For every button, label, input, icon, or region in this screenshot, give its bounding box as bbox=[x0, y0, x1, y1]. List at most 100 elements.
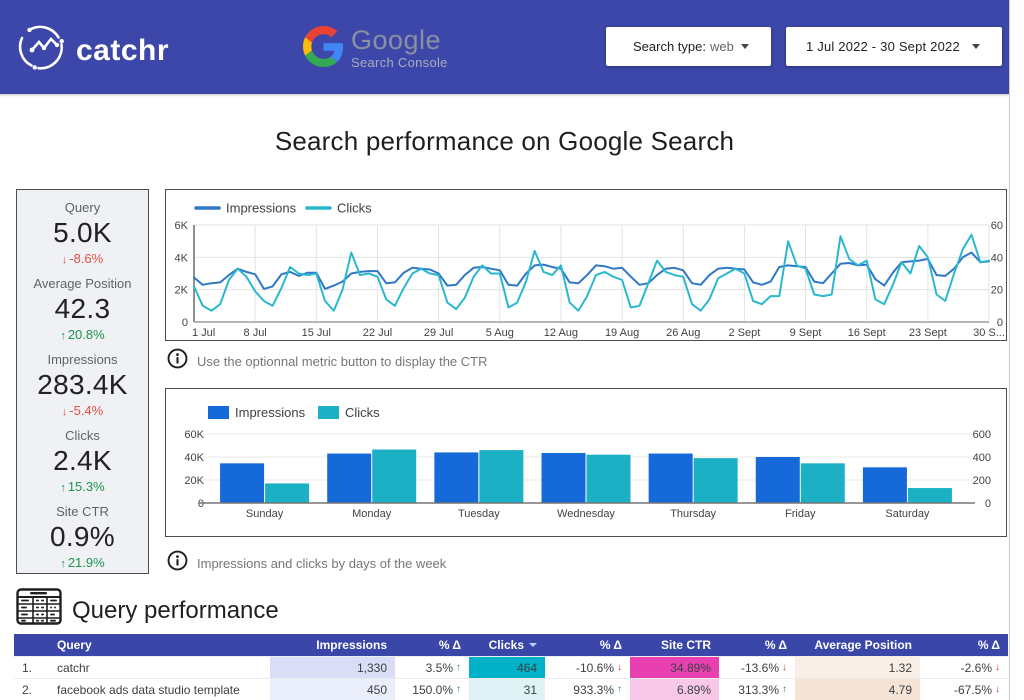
cell-value: -10.6% bbox=[575, 660, 614, 675]
cell-value: 450 bbox=[366, 682, 387, 697]
column-header--[interactable]: % Δ bbox=[719, 634, 795, 656]
page-title: Search performance on Google Search bbox=[274, 126, 735, 156]
row-index: 1. bbox=[22, 660, 33, 675]
trend-down-arrow-icon: ↓ bbox=[995, 662, 1000, 673]
search-type-dropdown[interactable]: Search type: web bbox=[606, 27, 771, 66]
query-cell: facebook ads data studio template bbox=[57, 682, 240, 697]
catchr-logo-icon bbox=[17, 24, 67, 77]
x-axis-category-label: Monday bbox=[352, 508, 392, 520]
x-axis-category-label: Saturday bbox=[885, 508, 930, 520]
y-axis-left-tick-label: 0 bbox=[182, 317, 188, 329]
weekday-bar-chart[interactable]: 0 0 20K 200 40K 400 60K 600 Sunday Monday Tuesday W… bbox=[166, 389, 1006, 536]
trend-down-arrow-icon: ↓ bbox=[617, 662, 622, 673]
x-axis-tick-label: 9 Sept bbox=[790, 327, 822, 339]
y-axis-left-tick-label: 40K bbox=[184, 452, 204, 464]
section-title: Query performance bbox=[72, 597, 279, 624]
bar-clicks-wednesday bbox=[586, 454, 631, 503]
cell-value: 3.5% bbox=[425, 660, 453, 675]
column-header-label: % Δ bbox=[764, 638, 787, 652]
x-axis-tick-label: 12 Aug bbox=[544, 327, 578, 339]
x-axis-tick-label: 30 S... bbox=[973, 327, 1005, 339]
bar-clicks-tuesday bbox=[479, 450, 524, 503]
x-axis-tick-label: 29 Jul bbox=[424, 327, 453, 339]
column-header-label: % Δ bbox=[599, 638, 622, 652]
legend-label: Clicks bbox=[345, 405, 380, 420]
trend-up-arrow-icon: ↑ bbox=[60, 482, 66, 494]
y-axis-right-tick-label: 200 bbox=[973, 475, 991, 487]
x-axis-tick-label: 26 Aug bbox=[666, 327, 700, 339]
metric-label: Average Position bbox=[33, 276, 132, 291]
trend-down-arrow-icon: ↓ bbox=[61, 254, 68, 266]
weekday-bar-chart-card[interactable]: 0 0 20K 200 40K 400 60K 600 Sunday Monday Tuesday W… bbox=[165, 388, 1007, 537]
column-header--[interactable]: % Δ bbox=[920, 634, 1008, 656]
metric-label: Query bbox=[64, 200, 101, 215]
column-header--[interactable]: % Δ bbox=[395, 634, 469, 656]
bar-clicks-friday bbox=[800, 463, 845, 503]
metric-value: 42.3 bbox=[54, 293, 111, 324]
line-chart-note: Use the optionnal metric button to displ… bbox=[167, 348, 487, 374]
table-icon bbox=[16, 588, 62, 630]
scorecard-average-position: Average Position 42.3 ↑ 20.8% bbox=[17, 268, 148, 344]
x-axis-tick-label: 16 Sept bbox=[848, 327, 886, 339]
table-row: 1. catchr 1,330 3.5% ↑ 464 -10.6% ↓ 34.89% -13.6%… bbox=[14, 656, 1008, 678]
bar-clicks-saturday bbox=[907, 488, 952, 503]
bar-chart-note: Impressions and clicks by days of the we… bbox=[167, 550, 446, 576]
query-performance-table: Query Impressions % Δ Clicks % Δ Site CTR % Δ A… bbox=[14, 634, 1008, 700]
scorecard-clicks: Clicks 2.4K ↑ 15.3% bbox=[17, 420, 148, 496]
delta-cell: 150.0% ↑ bbox=[395, 679, 469, 700]
column-header--[interactable]: % Δ bbox=[545, 634, 630, 656]
catchr-brand[interactable]: catchr bbox=[17, 24, 169, 77]
cell-value: 464 bbox=[516, 660, 537, 675]
metric-delta: ↓ -8.6% bbox=[61, 251, 104, 266]
delta-cell: 933.3% ↑ bbox=[545, 679, 630, 700]
y-axis-left-tick-label: 0 bbox=[198, 498, 204, 510]
top-banner: catchr Google Search Console Search type… bbox=[0, 0, 1009, 94]
bar-impressions-wednesday bbox=[541, 452, 586, 503]
y-axis-left-tick-label: 20K bbox=[184, 475, 204, 487]
y-axis-left-tick-label: 4K bbox=[175, 252, 189, 264]
timeseries-chart[interactable]: 0 0 2K 20 4K 40 6K 60 1 Jul 8 Jul 15 Jul 22 Jul 29 J… bbox=[166, 190, 1006, 340]
metric-label: Clicks bbox=[65, 428, 100, 443]
scorecard-site-ctr: Site CTR 0.9% ↑ 21.9% bbox=[17, 496, 148, 572]
date-range-dropdown[interactable]: 1 Jul 2022 - 30 Sept 2022 bbox=[786, 27, 1002, 66]
trend-up-arrow-icon: ↑ bbox=[456, 684, 461, 695]
cell-value: 313.3% bbox=[738, 682, 779, 697]
x-axis-tick-label: 19 Aug bbox=[605, 327, 639, 339]
metric-value: 0.9% bbox=[49, 521, 116, 552]
metric-cell: 1,330 bbox=[270, 657, 395, 678]
column-header-average-position[interactable]: Average Position bbox=[795, 634, 920, 656]
delta-cell: -13.6% ↓ bbox=[719, 657, 795, 678]
column-header-site-ctr[interactable]: Site CTR bbox=[630, 634, 719, 656]
metric-delta: ↑ 21.9% bbox=[60, 555, 105, 570]
column-header-index[interactable] bbox=[14, 634, 52, 656]
column-header-clicks[interactable]: Clicks bbox=[469, 634, 545, 656]
bar-impressions-friday bbox=[755, 457, 800, 503]
trend-up-arrow-icon: ↑ bbox=[60, 330, 66, 342]
metric-cell: 4.79 bbox=[795, 679, 920, 700]
x-axis-tick-label: 1 Jul bbox=[192, 327, 215, 339]
search-type-label: Search type: bbox=[633, 39, 706, 54]
scrollbar-gutter[interactable] bbox=[1009, 0, 1024, 700]
catchr-wordmark: catchr bbox=[76, 33, 170, 67]
cell-value: 933.3% bbox=[573, 682, 614, 697]
info-icon bbox=[167, 550, 188, 576]
bar-impressions-saturday bbox=[862, 467, 907, 503]
column-header-query[interactable]: Query bbox=[52, 634, 270, 656]
delta-cell: -10.6% ↓ bbox=[545, 657, 630, 678]
column-header-impressions[interactable]: Impressions bbox=[270, 634, 395, 656]
delta-cell: 3.5% ↑ bbox=[395, 657, 469, 678]
y-axis-left-tick-label: 2K bbox=[175, 285, 189, 297]
cell-value: 150.0% bbox=[412, 682, 453, 697]
delta-cell: 313.3% ↑ bbox=[719, 679, 795, 700]
legend-label: Impressions bbox=[226, 201, 297, 216]
column-header-label: Site CTR bbox=[660, 638, 711, 652]
legend-swatch-impressions bbox=[208, 406, 229, 419]
column-header-label: % Δ bbox=[977, 638, 1000, 652]
cell-value: 6.89% bbox=[676, 682, 711, 697]
trend-up-arrow-icon: ↑ bbox=[456, 662, 461, 673]
sort-caret-icon bbox=[529, 643, 537, 647]
timeseries-chart-card[interactable]: 0 0 2K 20 4K 40 6K 60 1 Jul 8 Jul 15 Jul 22 Jul 29 J… bbox=[165, 189, 1007, 341]
bar-impressions-monday bbox=[327, 453, 372, 503]
x-axis-category-label: Thursday bbox=[670, 508, 716, 520]
info-icon bbox=[167, 348, 188, 374]
